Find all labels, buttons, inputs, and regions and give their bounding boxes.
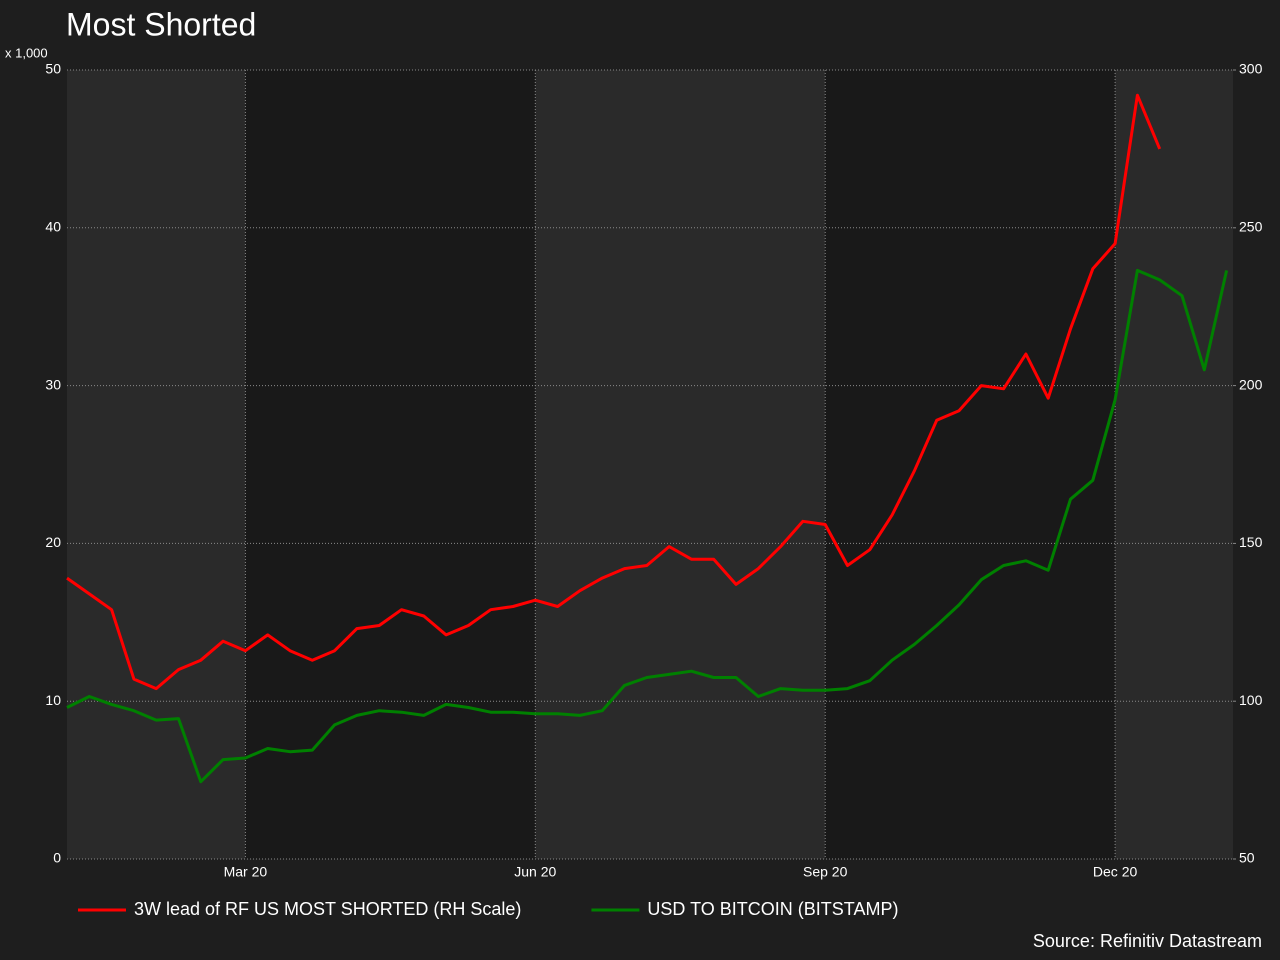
legend-label: 3W lead of RF US MOST SHORTED (RH Scale)	[134, 899, 521, 919]
y-tick-label: 0	[53, 850, 61, 866]
plot-bands	[67, 70, 1233, 859]
plot-band	[67, 70, 246, 859]
y2-tick-label: 150	[1239, 534, 1263, 550]
y2-tick-label: 300	[1239, 61, 1263, 77]
source: Source: Refinitiv Datastream	[1033, 931, 1262, 951]
series-line	[66, 268, 1229, 784]
y-tick-label: 10	[45, 692, 61, 708]
y-tick-label: 20	[45, 534, 61, 550]
x-tick-label: Mar 20	[224, 864, 268, 880]
x-tick-label: Sep 20	[803, 864, 848, 880]
y2-tick-label: 50	[1239, 850, 1255, 866]
plot-band	[535, 70, 826, 859]
plot-band	[1115, 70, 1233, 859]
y-tick-label: 50	[45, 61, 61, 77]
x-tick-label: Jun 20	[514, 864, 556, 880]
x-tick-label: Dec 20	[1093, 864, 1138, 880]
series-line	[66, 93, 1162, 691]
plot-band	[825, 70, 1116, 859]
y-tick-label: 30	[45, 376, 61, 392]
plot-band	[245, 70, 536, 859]
y-tick-label: 40	[45, 219, 61, 235]
y2-tick-label: 100	[1239, 692, 1263, 708]
y2-tick-label: 200	[1239, 376, 1263, 392]
legend-label: USD TO BITCOIN (BITSTAMP)	[647, 899, 898, 919]
chart-title: Most Shorted	[66, 6, 256, 42]
y2-tick-label: 250	[1239, 219, 1263, 235]
y-unit-label: x 1,000	[5, 45, 48, 60]
